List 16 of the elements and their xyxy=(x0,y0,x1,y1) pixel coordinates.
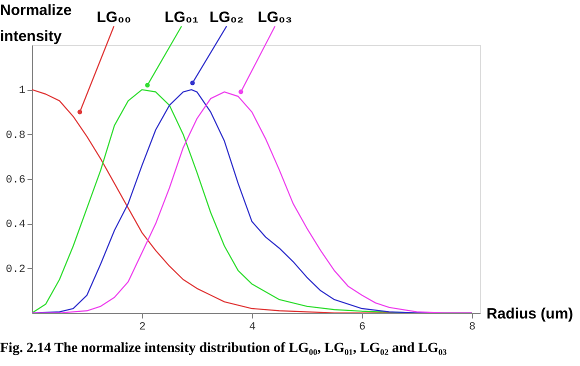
x-axis-title: Radius (um) xyxy=(486,306,574,322)
y-tick-label: 0.6 xyxy=(6,174,26,186)
x-tick-label: 8 xyxy=(468,322,476,334)
y-tick-label: 1 xyxy=(18,85,26,98)
y-tick-label: 0.8 xyxy=(6,130,26,142)
annotation: LG₀₀ xyxy=(96,9,132,26)
y-axis-title: Normalize intensity xyxy=(0,2,72,45)
y-tick-label: 0.4 xyxy=(6,219,26,232)
x-tick-label: 4 xyxy=(249,322,256,334)
x-tick-label: 2 xyxy=(139,322,146,334)
caption: Fig. 2.14 The normalize intensity distribution of LG₀₀, LG₀₁, LG₀₂ and LG₀₃ xyxy=(0,341,447,356)
x-tick-label: 6 xyxy=(359,322,366,334)
annotation: LG₀₃ xyxy=(258,9,292,26)
y-tick-label: 0.2 xyxy=(6,264,26,276)
annotation: LG₀₂ xyxy=(209,9,244,26)
annotation: LG₀₁ xyxy=(164,9,198,26)
